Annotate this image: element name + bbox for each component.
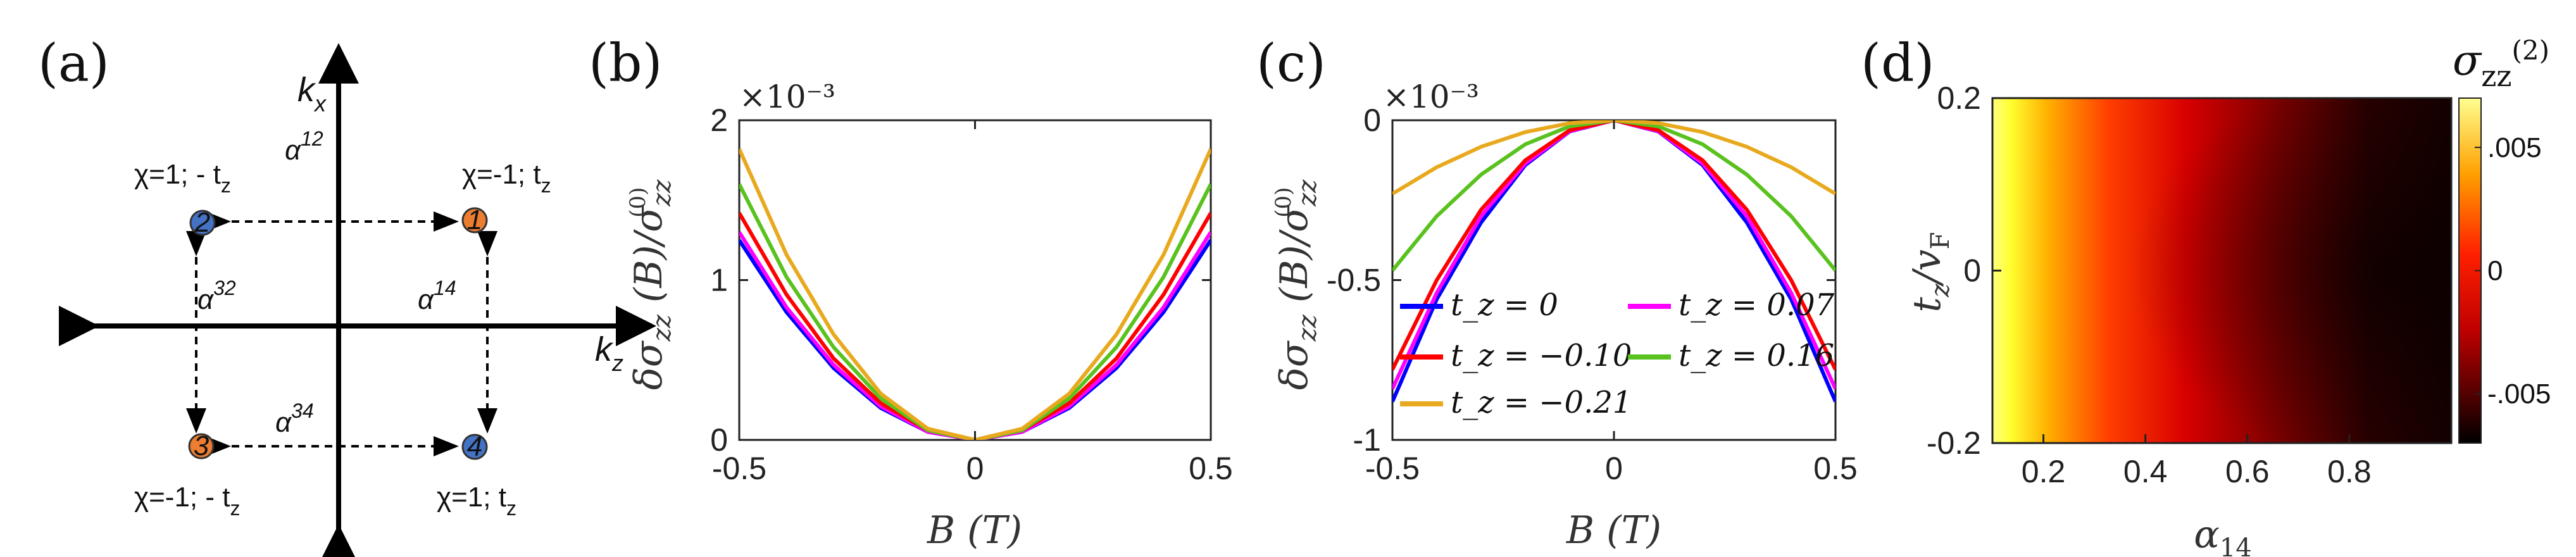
kz-label: kz [595, 330, 623, 376]
legend-entry: t_z = 0 [1451, 287, 1558, 323]
svg-text:4: 4 [467, 431, 482, 462]
panel-c-ytick-label: 0 [1363, 103, 1381, 138]
svg-text:tz/vF: tz/vF [1905, 232, 1955, 312]
panel-d-xtick-label: 0.8 [2327, 454, 2372, 489]
panel-c-series-line-2 [1392, 120, 1835, 371]
colorbar-title: σzz(2) [2453, 35, 2549, 93]
node-2-label: χ=1; - tz [134, 159, 231, 197]
panel-c-chart: (c) ×10⁻³ -0.5 0 0.5-1-0.50t_z = 0 t_z = 0.… [1256, 34, 1858, 553]
panel-c-series-line-4 [1392, 120, 1835, 196]
kx-label: kx [297, 71, 327, 116]
alpha-34-label: α34 [275, 399, 314, 438]
node-3-label: χ=-1; - tz [134, 482, 240, 520]
panel-b-series-line-4 [739, 148, 1211, 440]
panel-c-ytick-label: -1 [1353, 422, 1381, 458]
panel-d-ytick-label: 0 [1963, 253, 1981, 289]
panel-b-ytick-label: 2 [710, 103, 728, 138]
panel-d-heatmap: (d) 0.2 0.4 0.6 0.8 -0.2 0 0.2 tz/vF α14 -.005… [1861, 34, 2551, 557]
colorbar-tick-label: .005 [2487, 132, 2542, 163]
panel-b-xtick-label: -0.5 [712, 451, 766, 486]
panel-c-ylabel: δσzz (B)/σzz(0) [1271, 179, 1322, 390]
svg-text:1: 1 [467, 204, 482, 235]
panel-c-series-line-1 [1392, 120, 1835, 390]
panel-c-ytick-label: -0.5 [1327, 263, 1381, 298]
colorbar-ticks: -.005 0 .005 [2475, 132, 2551, 410]
svg-text:δσzz (B)/σzz(0): δσzz (B)/σzz(0) [625, 179, 677, 390]
panel-b-xlabel: B (T) [927, 508, 1022, 553]
panel-d-xlabel: α14 [2194, 513, 2251, 557]
panel-b-ytick-label: 1 [710, 263, 728, 298]
panel-c-series-line-3 [1392, 120, 1835, 272]
heatmap-shade [1992, 98, 2451, 443]
panel-b-xtick-label: 0.5 [1189, 451, 1233, 486]
panel-d-ticks: 0.2 0.4 0.6 0.8 -0.2 0 0.2 [1927, 80, 2372, 489]
panel-b-ytick-label: 0 [710, 422, 728, 458]
panel-d-xtick-label: 0.6 [2225, 454, 2270, 489]
panel-d-xtick-label: 0.2 [2022, 454, 2066, 489]
panel-label-d: (d) [1861, 34, 1934, 94]
legend-entry: t_z = 0.16 [1679, 338, 1834, 373]
node-3: 3 χ=-1; - tz [134, 430, 240, 520]
panel-b-series-line-2 [739, 211, 1211, 440]
alpha-14-label: α14 [418, 277, 456, 315]
svg-text:2: 2 [194, 207, 210, 238]
panel-b-axes-frame [738, 119, 1212, 441]
legend-entry: t_z = −0.21 [1451, 385, 1632, 420]
panel-c-series-line-0 [1392, 120, 1835, 403]
panel-d-ytick-label: -0.2 [1927, 425, 1981, 461]
panel-b-series-line-0 [739, 239, 1211, 440]
panel-b-series-line-3 [739, 183, 1211, 440]
node-1-label: χ=-1; tz [462, 159, 551, 197]
legend-entry: t_z = 0.07 [1679, 287, 1835, 323]
alpha-12-label: α12 [285, 127, 323, 166]
panel-label-c: (c) [1256, 34, 1326, 94]
panel-b-series-line-1 [739, 231, 1211, 440]
legend-entry: t_z = −0.10 [1451, 338, 1632, 373]
panel-b-xtick-label: 0 [966, 451, 984, 486]
panel-c-xtick-label: 0 [1605, 451, 1623, 486]
panel-label-b: (b) [589, 34, 662, 94]
node-2: 2 χ=1; - tz [134, 159, 231, 238]
panel-b-ylabel: δσzz (B)/σzz(0) [625, 179, 677, 390]
panel-d-ytick-label: 0.2 [1937, 80, 1981, 116]
panel-b-exponent: ×10⁻³ [739, 78, 835, 115]
node-4-label: χ=1; tz [437, 482, 516, 520]
panel-d-ylabel: tz/vF [1905, 232, 1955, 312]
panel-a-diagram: (a) kx kz α12 α14 α32 α34 1 χ=-1; tz 2 χ… [38, 34, 656, 557]
panel-c-xtick-label: -0.5 [1365, 451, 1420, 486]
node-1: 1 χ=-1; tz [461, 159, 551, 235]
panel-c-xtick-label: 0.5 [1813, 451, 1858, 486]
panel-c-exponent: ×10⁻³ [1383, 78, 1479, 115]
svg-text:3: 3 [194, 430, 209, 461]
colorbar-tick-label: -.005 [2487, 379, 2551, 410]
svg-text:δσzz (B)/σzz(0): δσzz (B)/σzz(0) [1271, 179, 1322, 390]
panel-c-legend: t_z = 0 t_z = 0.07 t_z = −0.10 t_z = 0.16 t_… [1400, 287, 1835, 420]
panel-d-xtick-label: 0.4 [2123, 454, 2168, 489]
colorbar-tick-label: 0 [2487, 256, 2503, 287]
panel-c-xlabel: B (T) [1566, 508, 1661, 553]
alpha-32-label: α32 [197, 277, 236, 315]
panel-c-plot: -0.5 0 0.5-1-0.50t_z = 0 t_z = 0.07t_z = −0… [1327, 103, 1858, 486]
panel-label-a: (a) [38, 34, 109, 94]
node-4: 4 χ=1; tz [437, 431, 516, 520]
